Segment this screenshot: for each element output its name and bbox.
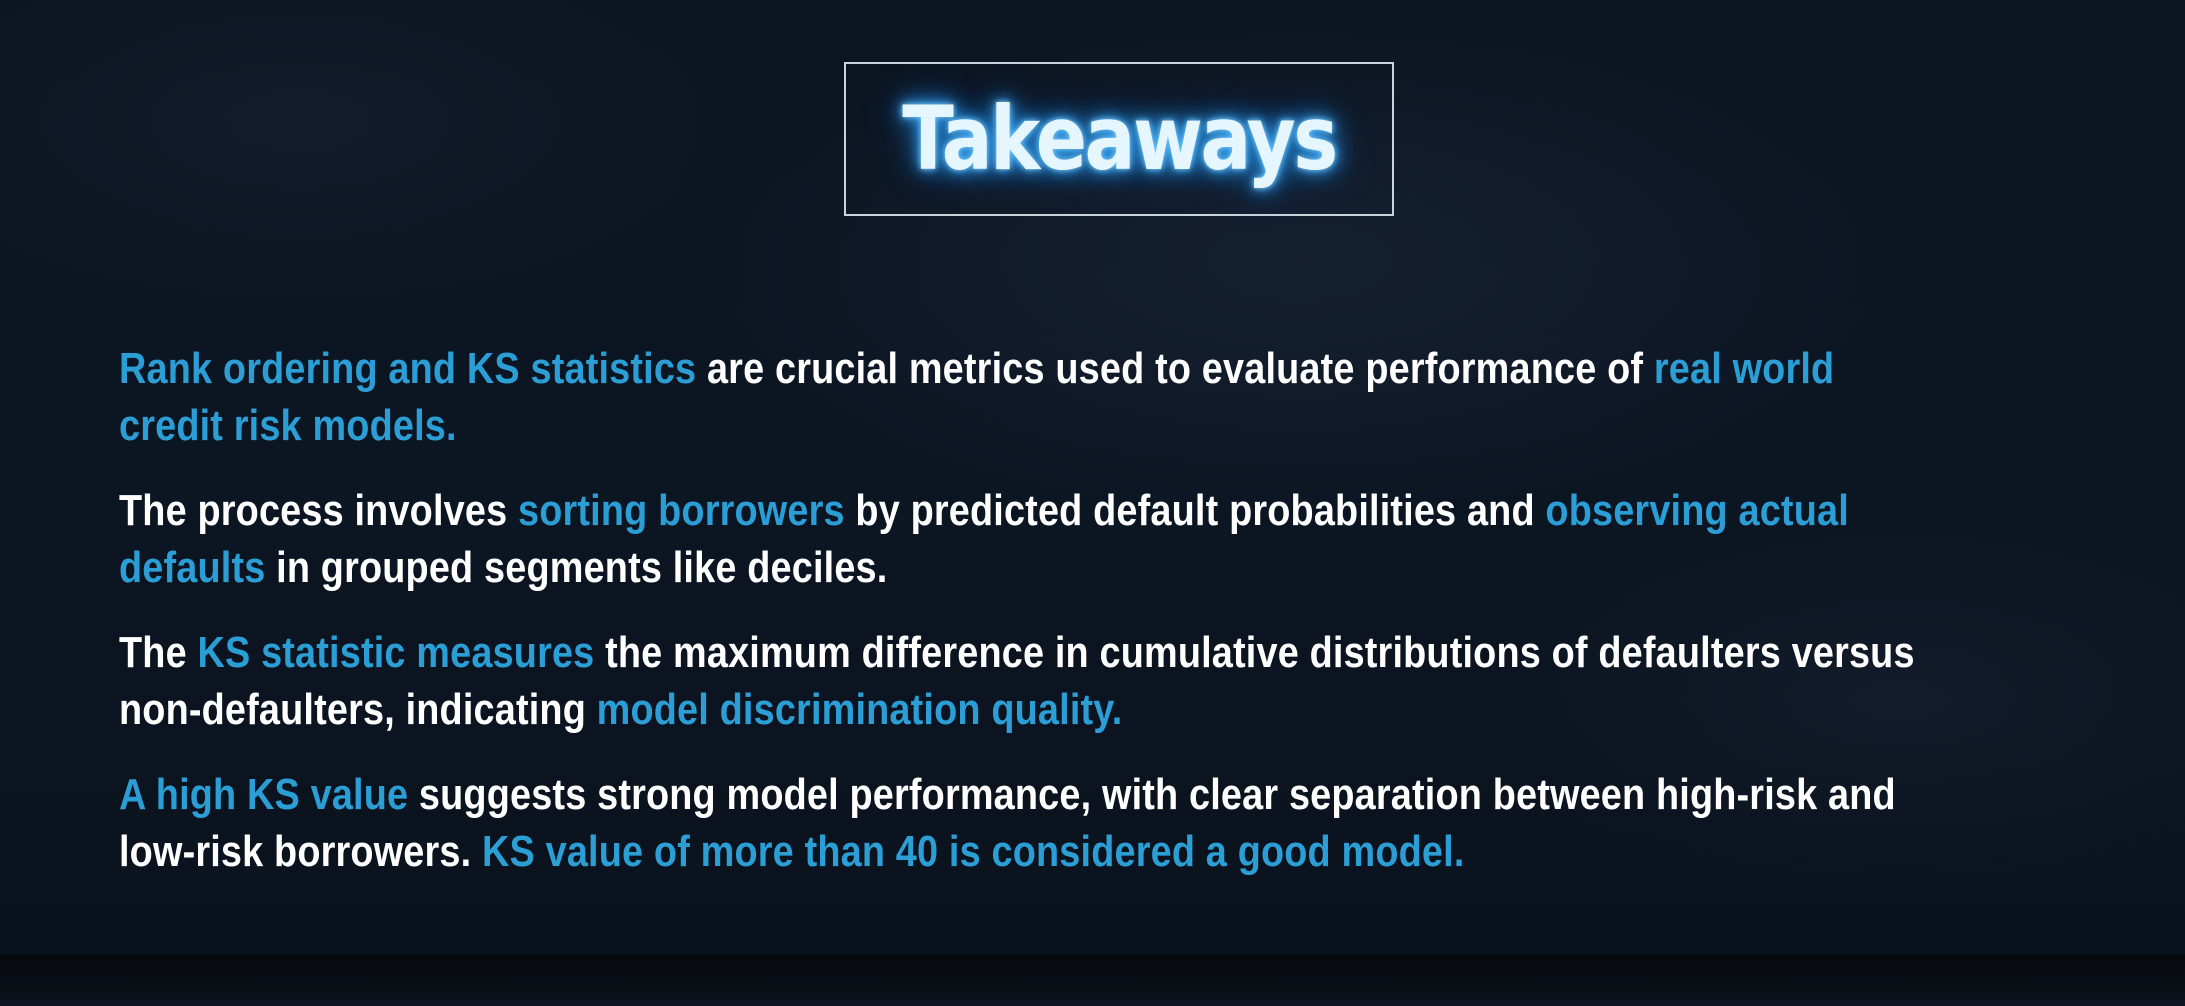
highlighted-phrase: credit risk models. <box>119 401 457 450</box>
highlighted-phrase: observing actual <box>1545 486 1849 535</box>
body-text: by predicted default probabilities and <box>844 486 1546 535</box>
body-text: The <box>119 628 198 677</box>
takeaway-paragraph: A high KS value suggests strong model pe… <box>119 766 2011 880</box>
highlighted-phrase: KS value of more than 40 is considered a… <box>482 827 1465 876</box>
body-text: suggests strong model performance, with … <box>408 770 1896 819</box>
slide-title: Takeaways <box>902 87 1338 190</box>
highlighted-phrase: real world <box>1653 344 1835 393</box>
highlighted-phrase: KS statistic measures <box>197 628 595 677</box>
highlighted-phrase: Rank ordering and KS statistics <box>119 344 697 393</box>
body-text: are crucial metrics used to evaluate per… <box>696 344 1654 393</box>
body-text: The process involves <box>119 486 518 535</box>
body-text: non-defaulters, indicating <box>119 685 597 734</box>
body-text: low-risk borrowers. <box>119 827 483 876</box>
title-frame: Takeaways <box>844 62 1394 216</box>
takeaway-paragraph: The KS statistic measures the maximum di… <box>119 624 2011 738</box>
body-text: in grouped segments like deciles. <box>265 543 888 592</box>
bottom-strip <box>0 955 2185 1006</box>
highlighted-phrase: sorting borrowers <box>517 486 845 535</box>
highlighted-phrase: model discrimination quality. <box>596 685 1123 734</box>
highlighted-phrase: defaults <box>119 543 266 592</box>
takeaways-list: Rank ordering and KS statistics are cruc… <box>119 340 2079 908</box>
highlighted-phrase: A high KS value <box>119 770 409 819</box>
takeaway-paragraph: The process involves sorting borrowers b… <box>119 482 2011 596</box>
takeaway-paragraph: Rank ordering and KS statistics are cruc… <box>119 340 2011 454</box>
body-text: the maximum difference in cumulative dis… <box>594 628 1915 677</box>
